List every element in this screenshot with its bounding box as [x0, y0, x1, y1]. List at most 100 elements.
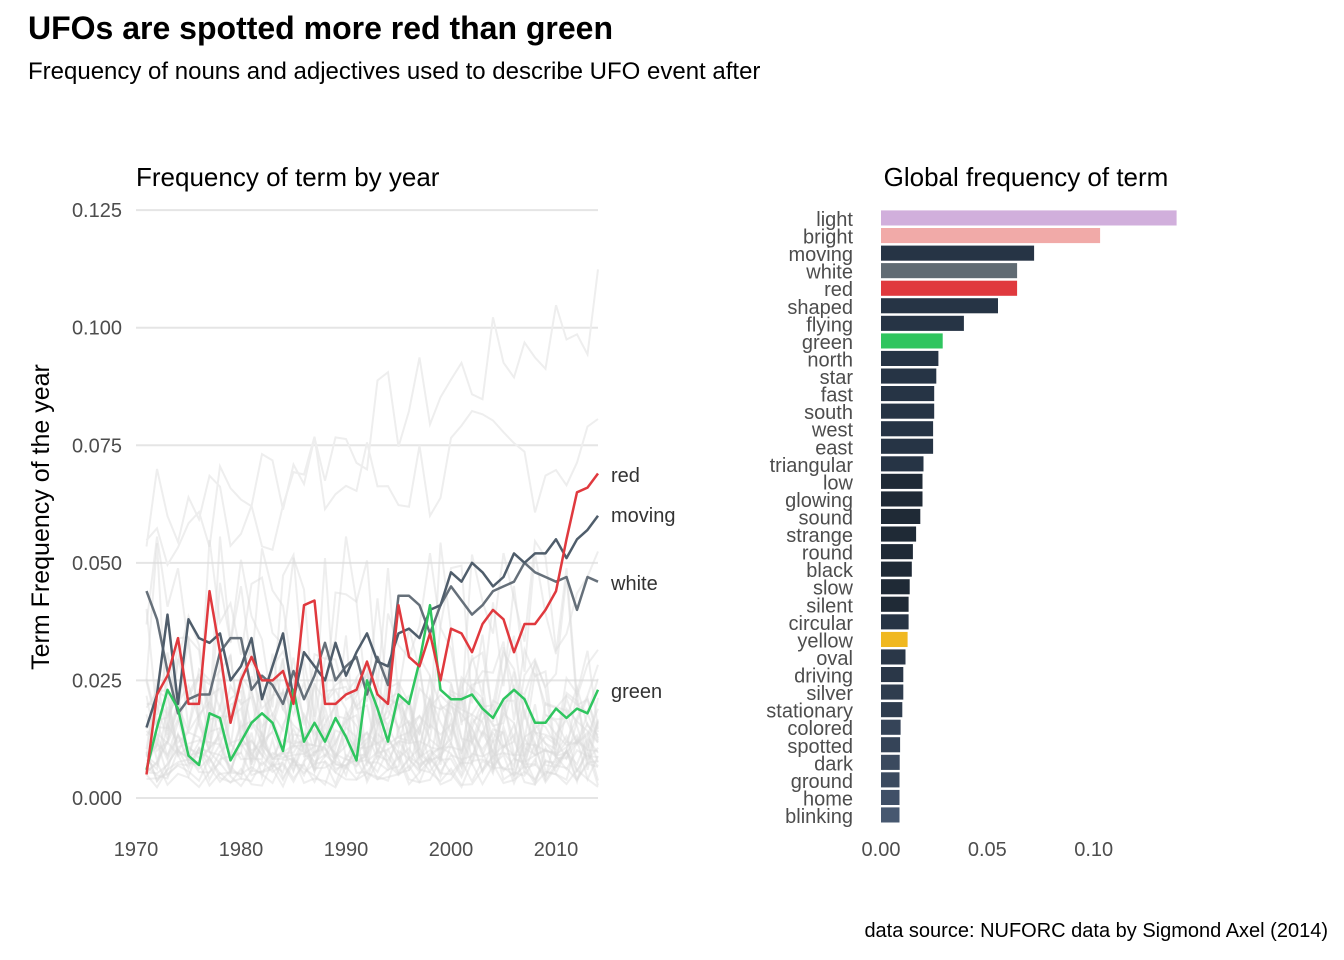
- bar-category-label: oval: [816, 648, 853, 670]
- line-series-labels: red moving white green: [610, 465, 675, 703]
- bar-category-label: ground: [791, 771, 853, 793]
- bar-east: [881, 438, 934, 454]
- bar-bright: [881, 228, 1101, 244]
- x-tick-label: 1970: [114, 839, 159, 861]
- y-tick-label: 0.125: [72, 200, 122, 222]
- background-term-line: [145, 719, 599, 778]
- background-term-line: [145, 677, 599, 768]
- background-term-line: [145, 671, 599, 768]
- bar-strange: [881, 526, 917, 542]
- bar-stationary: [881, 702, 903, 718]
- bar-moving: [881, 245, 1035, 261]
- bar-category-label: shaped: [787, 297, 853, 319]
- bar-west: [881, 421, 934, 437]
- bar-home: [881, 789, 900, 805]
- bar-category-label: yellow: [797, 630, 853, 652]
- series-line-moving: [145, 515, 600, 728]
- bar-category-label: silent: [806, 595, 853, 617]
- bar-round: [881, 544, 913, 560]
- bar-x-tick-label: 0.10: [1074, 839, 1113, 861]
- bar-colored: [881, 719, 901, 735]
- y-tick-label: 0.000: [72, 788, 122, 810]
- line-axes: 0.000 0.025 0.050 0.075 0.100 0.125 1970 1980 19…: [72, 200, 578, 861]
- bar-category-label: strange: [786, 525, 853, 547]
- y-tick-label: 0.025: [72, 670, 122, 692]
- chart-subtitle: Frequency of nouns and adjectives used t…: [28, 58, 761, 85]
- bar-north: [881, 350, 939, 366]
- bar-low: [881, 473, 923, 489]
- bar-slow: [881, 579, 910, 595]
- bar-category-label: star: [820, 367, 854, 389]
- bar-dark: [881, 754, 900, 770]
- line-panel: Frequency of term by year Term Frequency…: [27, 162, 675, 861]
- bar-category-label: green: [802, 332, 853, 354]
- bar-category-label: spotted: [787, 736, 853, 758]
- background-term-line: [145, 730, 599, 783]
- bar-blinking: [881, 807, 900, 823]
- bar-category-label: west: [811, 420, 854, 442]
- bar-category-label: slow: [813, 578, 854, 600]
- x-tick-label: 2000: [429, 839, 474, 861]
- y-tick-label: 0.100: [72, 318, 122, 340]
- bar-triangular: [881, 456, 924, 472]
- bar-x-tick-label: 0.00: [862, 839, 901, 861]
- x-tick-label: 1980: [219, 839, 264, 861]
- background-term-line: [145, 635, 599, 759]
- background-term-line: [145, 677, 599, 766]
- line-grid: [136, 209, 598, 799]
- y-tick-label: 0.050: [72, 553, 122, 575]
- bar-spotted: [881, 737, 901, 753]
- background-term-line: [145, 536, 599, 733]
- series-label-green: green: [611, 681, 662, 703]
- bar-category-label: south: [804, 402, 853, 424]
- background-term-line: [145, 409, 599, 552]
- background-term-line: [146, 728, 599, 783]
- background-term-line: [145, 745, 599, 787]
- series-line-green: [145, 603, 600, 771]
- bar-category-label: glowing: [785, 490, 853, 512]
- bar-category-label: sound: [799, 508, 854, 530]
- bar-star: [881, 368, 937, 384]
- bar-category-label: circular: [789, 613, 854, 635]
- bar-category-label: light: [816, 209, 853, 231]
- bar-flying: [881, 315, 964, 331]
- x-tick-label: 2010: [534, 839, 579, 861]
- bar-fast: [881, 386, 935, 402]
- bar-category-label: fast: [821, 385, 854, 407]
- series-line-red: [145, 472, 600, 775]
- bar-category-label: low: [823, 472, 854, 494]
- series-label-red: red: [611, 465, 640, 487]
- background-term-line: [146, 745, 599, 784]
- bar-category-label: silver: [806, 683, 853, 705]
- bar-category-label: stationary: [766, 701, 853, 723]
- background-term-line: [145, 685, 599, 771]
- bar-silver: [881, 684, 904, 700]
- bar-axes: lightbrightmovingwhiteredshapedflyinggre…: [766, 209, 1113, 861]
- chart-title: UFOs are spotted more red than green: [28, 10, 614, 46]
- bar-white: [881, 263, 1018, 279]
- bar-south: [881, 403, 935, 419]
- bar-shaped: [881, 298, 998, 314]
- bar-circular: [881, 614, 909, 630]
- series-label-white: white: [610, 573, 658, 595]
- bar-glowing: [881, 491, 923, 507]
- bar-light: [881, 210, 1177, 226]
- background-term-line: [145, 745, 599, 787]
- bar-category-label: white: [805, 262, 853, 284]
- line-panel-title: Frequency of term by year: [136, 162, 440, 192]
- bar-driving: [881, 667, 904, 683]
- bar-ground: [881, 772, 900, 788]
- bar-silent: [881, 596, 909, 612]
- bar-red: [881, 280, 1018, 296]
- background-term-line: [145, 538, 599, 731]
- background-term-line: [145, 693, 599, 776]
- bar-category-label: red: [824, 279, 853, 301]
- bar-category-label: flying: [806, 314, 853, 336]
- background-term-line: [145, 725, 599, 782]
- highlighted-term-lines: [145, 472, 600, 775]
- bar-category-label: driving: [794, 666, 853, 688]
- bar-category-label: colored: [787, 718, 853, 740]
- x-tick-label: 1990: [324, 839, 369, 861]
- bar-category-label: north: [807, 350, 853, 372]
- bar-category-label: triangular: [770, 455, 854, 477]
